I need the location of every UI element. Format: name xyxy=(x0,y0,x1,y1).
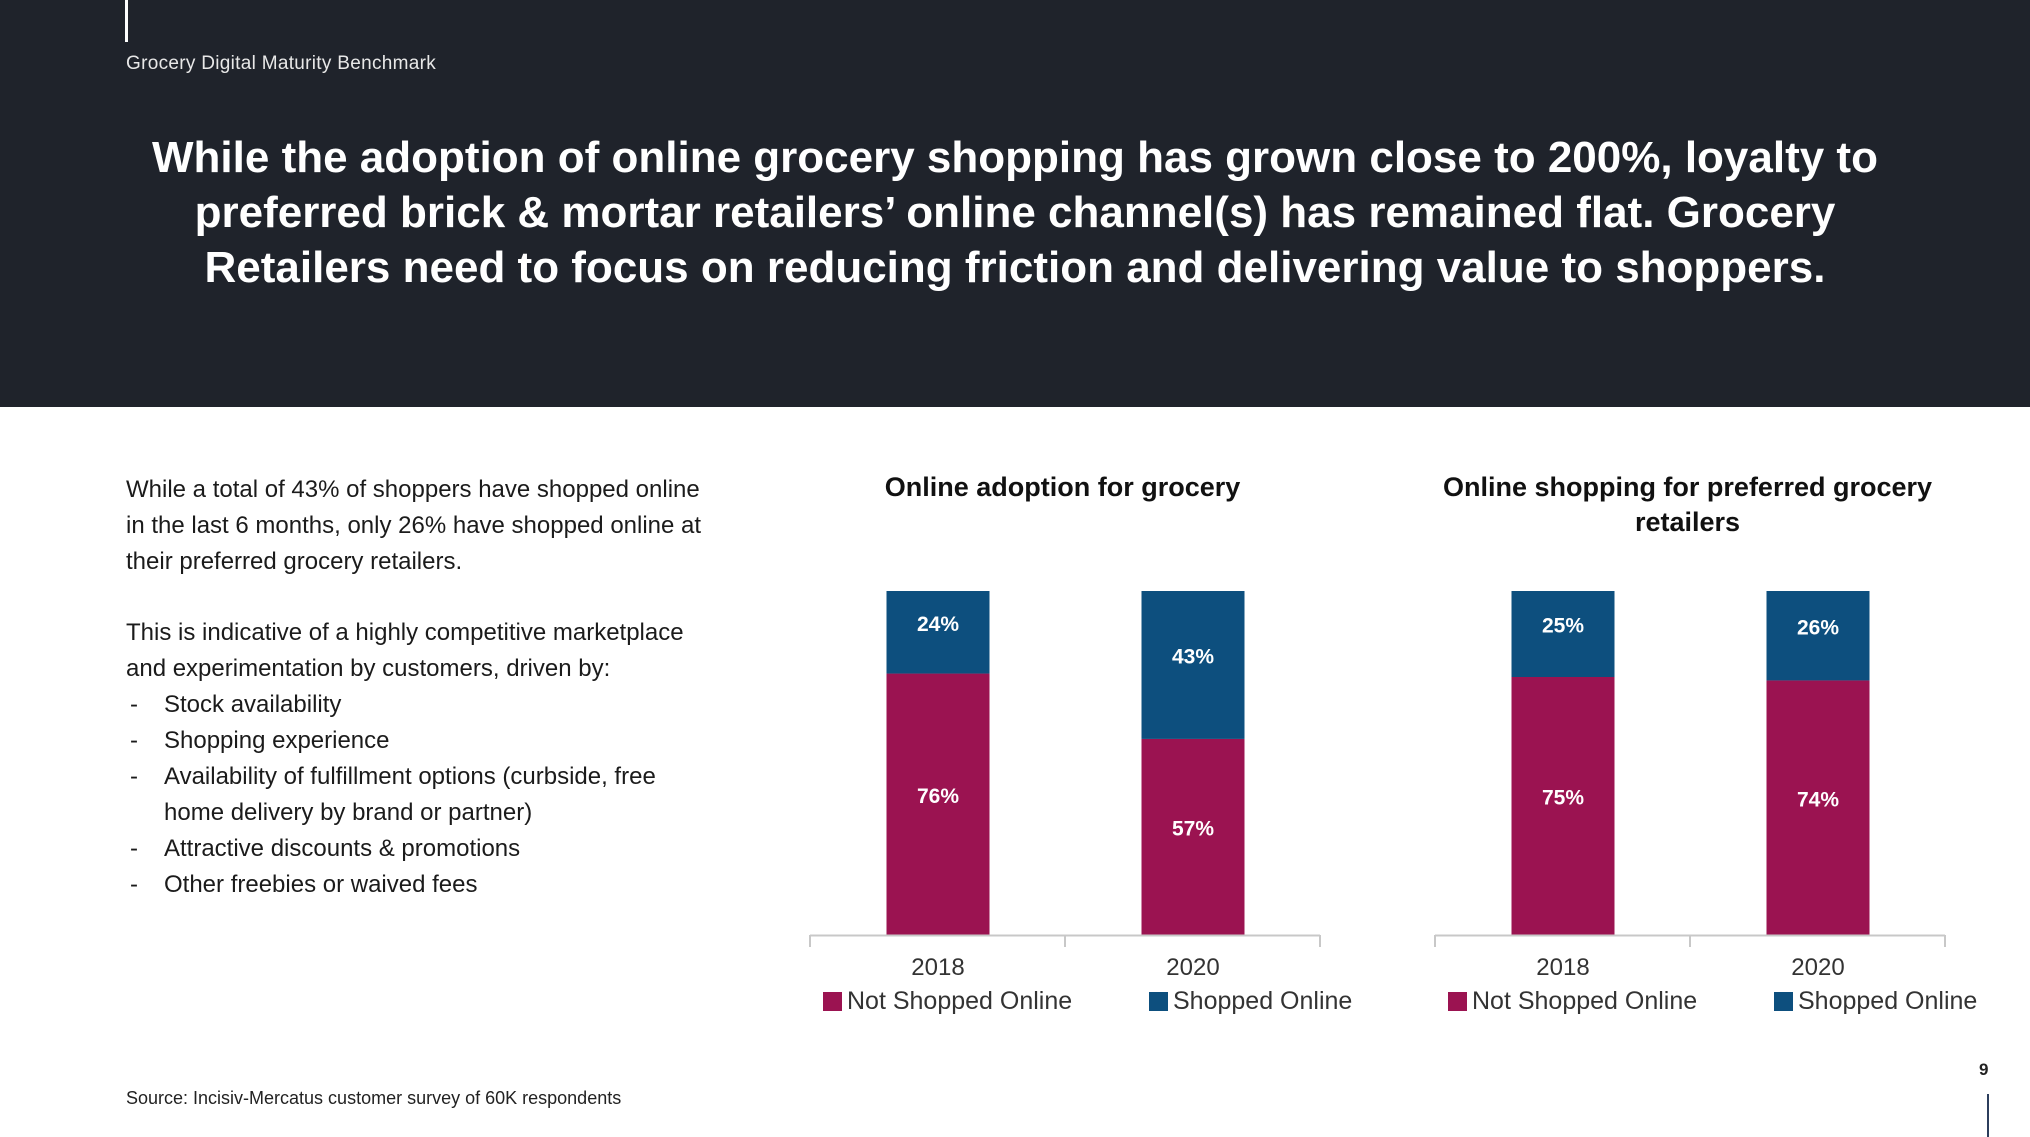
data-label: 25% xyxy=(1542,615,1584,638)
data-label: 24% xyxy=(917,613,959,636)
bar-segment xyxy=(1511,677,1615,935)
legend-item-not-shopped: Not Shopped Online xyxy=(1448,987,1697,1016)
data-label: 43% xyxy=(1172,646,1214,669)
legend-label: Not Shopped Online xyxy=(847,987,1073,1015)
list-item: - Availability of fulfillment options (cu… xyxy=(126,759,716,831)
bar-segment xyxy=(1766,591,1870,681)
bar-segment xyxy=(1141,591,1245,739)
bullet-dash: - xyxy=(130,727,138,754)
legend-item-shopped: Shopped Online xyxy=(1149,987,1352,1016)
data-label: 76% xyxy=(917,785,959,808)
body-text: While a total of 43% of shoppers have sh… xyxy=(126,472,716,903)
chart-title: Online shopping for preferred grocery re… xyxy=(1442,472,1933,537)
data-label: 57% xyxy=(1172,818,1214,841)
paragraph-summary: While a total of 43% of shoppers have sh… xyxy=(126,476,702,575)
legend-swatch xyxy=(823,992,842,1011)
legend-label: Not Shopped Online xyxy=(1472,987,1698,1015)
bar-segment xyxy=(886,673,990,935)
header-accent-bar xyxy=(125,0,128,42)
data-label: 75% xyxy=(1542,787,1584,810)
x-tick-label: 2018 xyxy=(911,954,964,980)
chart-title: Online adoption for grocery xyxy=(884,472,1241,502)
legend-swatch xyxy=(1149,992,1168,1011)
paragraph-drivers: This is indicative of a highly competiti… xyxy=(126,619,684,682)
slide-title: While the adoption of online grocery sho… xyxy=(152,133,1878,292)
bullet-dash: - xyxy=(130,691,138,718)
chart-plot: 76% 24% 2018 57% 43% 2020 xyxy=(809,591,1321,980)
source-note: Source: Incisiv-Mercatus customer survey… xyxy=(126,1088,622,1108)
legend-swatch xyxy=(1774,992,1793,1011)
list-item: - Stock availability xyxy=(126,687,716,723)
list-item: - Attractive discounts & promotions xyxy=(126,831,716,867)
bar-segment xyxy=(1766,680,1870,935)
list-item-text: Stock availability xyxy=(164,691,342,718)
legend-swatch xyxy=(1448,992,1467,1011)
bar-segment xyxy=(1511,591,1615,677)
list-item: - Shopping experience xyxy=(126,723,716,759)
header-banner: Grocery Digital Maturity Benchmark While… xyxy=(0,0,2030,407)
bar-segment xyxy=(1141,738,1245,935)
bullet-dash: - xyxy=(130,871,138,898)
legend-item-not-shopped: Not Shopped Online xyxy=(823,987,1072,1016)
bullet-dash: - xyxy=(130,835,138,862)
driver-list: - Stock availability - Shopping experience… xyxy=(126,687,716,903)
report-name: Grocery Digital Maturity Benchmark xyxy=(126,53,437,74)
list-item-text: Availability of fulfillment options (cur… xyxy=(164,763,656,826)
page-number: 9 xyxy=(1979,1060,1989,1079)
x-tick-label: 2020 xyxy=(1791,954,1844,980)
legend-label: Shopped Online xyxy=(1173,987,1353,1015)
list-item-text: Other freebies or waived fees xyxy=(164,871,478,898)
data-label: 26% xyxy=(1797,616,1839,639)
list-item-text: Attractive discounts & promotions xyxy=(164,835,521,862)
bullet-dash: - xyxy=(130,763,138,790)
page-accent-bar xyxy=(1987,1094,1989,1137)
data-label: 74% xyxy=(1797,788,1839,811)
list-item-text: Shopping experience xyxy=(164,727,390,754)
legend-label: Shopped Online xyxy=(1798,987,1978,1015)
x-tick-label: 2020 xyxy=(1166,954,1219,980)
legend-item-shopped: Shopped Online xyxy=(1774,987,1977,1016)
chart-plot: 75% 25% 2018 74% 26% 2020 xyxy=(1434,591,1946,980)
x-tick-label: 2018 xyxy=(1536,954,1589,980)
bar-segment xyxy=(886,591,990,674)
list-item: - Other freebies or waived fees xyxy=(126,867,716,903)
